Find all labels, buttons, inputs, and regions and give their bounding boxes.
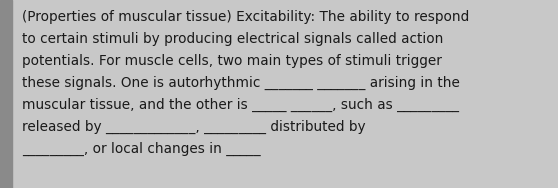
Bar	[0, 0, 12, 188]
Text: muscular tissue, and the other is _____ ______, such as _________: muscular tissue, and the other is _____ …	[22, 98, 459, 112]
Text: potentials. For muscle cells, two main types of stimuli trigger: potentials. For muscle cells, two main t…	[22, 54, 442, 68]
Text: (Properties of muscular tissue) Excitability: The ability to respond: (Properties of muscular tissue) Excitabi…	[22, 10, 469, 24]
Text: released by _____________, _________ distributed by: released by _____________, _________ dis…	[22, 120, 365, 134]
Text: to certain stimuli by producing electrical signals called action: to certain stimuli by producing electric…	[22, 32, 444, 46]
Text: _________, or local changes in _____: _________, or local changes in _____	[22, 142, 261, 156]
Text: these signals. One is autorhythmic _______ _______ arising in the: these signals. One is autorhythmic _____…	[22, 76, 460, 90]
